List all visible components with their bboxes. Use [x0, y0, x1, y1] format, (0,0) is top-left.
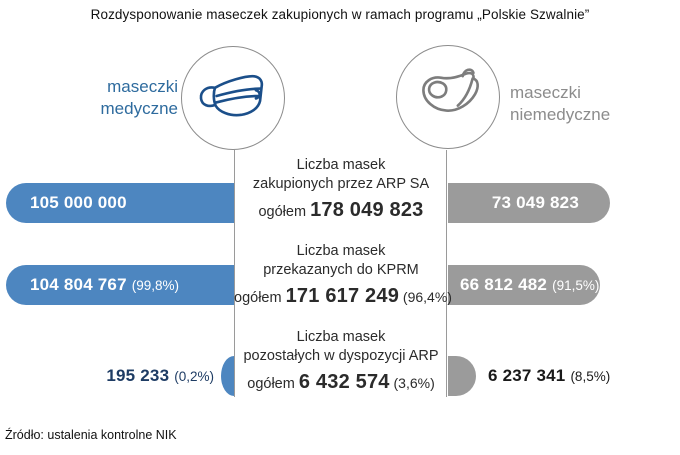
bar-nonmedical-transferred: 66 812 482 (91,5%) [448, 265, 600, 305]
total-prefix: ogółem [258, 204, 311, 220]
bar-nonmedical-remaining-label: 6 237 341 (8,5%) [488, 356, 610, 396]
legend-label-medical-line1: maseczki [107, 77, 178, 96]
total-block-purchased-value-line: ogółem 178 049 823 [234, 197, 448, 225]
total-block-remaining-line2: pozostałych w dyspozycji ARP [243, 348, 439, 364]
total-block-purchased: Liczba masek zakupionych przez ARP SA og… [234, 156, 448, 225]
bar-medical-transferred: 104 804 767 (99,8%) [6, 265, 234, 305]
source-note: Źródło: ustalenia kontrolne NIK [5, 428, 177, 442]
bar-value: 6 237 341 [488, 366, 566, 385]
total-value: 171 617 249 [285, 285, 400, 307]
nonmedical-mask-icon [407, 54, 489, 141]
total-block-transferred-value-line: ogółem 171 617 249 (96,4%) [234, 283, 452, 311]
bar-percent: (8,5%) [570, 368, 611, 384]
bar-percent: (99,8%) [131, 277, 180, 293]
legend-label-nonmedical: maseczki niemedyczne [510, 82, 670, 126]
total-block-transferred-line1: Liczba masek [296, 243, 386, 259]
total-value: 6 432 574 [298, 371, 390, 393]
bar-medical-purchased: 105 000 000 [6, 183, 234, 223]
total-value: 178 049 823 [310, 199, 424, 221]
nonmedical-mask-badge [396, 45, 500, 149]
bar-value: 195 233 [106, 366, 170, 385]
bar-medical-remaining [221, 356, 234, 396]
bar-nonmedical-remaining [448, 356, 476, 396]
total-block-transferred-line2: przekazanych do KPRM [263, 262, 419, 278]
bar-percent: (0,2%) [174, 368, 214, 384]
bar-medical-remaining-label: 195 233 (0,2%) [0, 356, 214, 396]
total-block-remaining: Liczba masek pozostałych w dyspozycji AR… [234, 328, 448, 397]
legend-label-nonmedical-line2: niemedyczne [510, 105, 611, 124]
total-prefix: ogółem [247, 376, 299, 392]
page-title: Rozdysponowanie maseczek zakupionych w r… [90, 7, 590, 22]
bar-nonmedical-purchased: 73 049 823 [448, 183, 610, 223]
bar-value: 73 049 823 [491, 193, 579, 212]
total-block-remaining-line1: Liczba masek [296, 329, 386, 345]
bar-value: 105 000 000 [30, 193, 127, 212]
total-block-transferred: Liczba masek przekazanych do KPRM ogółem… [234, 242, 452, 311]
center-panel [234, 150, 447, 397]
total-block-purchased-line2: zakupionych przez ARP SA [252, 176, 430, 192]
legend-label-medical-line2: medyczne [100, 99, 178, 118]
legend-label-nonmedical-line1: maseczki [510, 83, 581, 102]
legend-label-medical: maseczki medyczne [20, 76, 178, 120]
medical-mask-icon [192, 55, 274, 142]
bar-value: 104 804 767 [30, 275, 127, 294]
total-block-remaining-value-line: ogółem 6 432 574 (3,6%) [234, 369, 448, 397]
medical-mask-badge [181, 46, 285, 150]
total-percent: (3,6%) [389, 375, 435, 391]
bar-percent: (91,5%) [552, 277, 600, 293]
total-block-purchased-line1: Liczba masek [296, 157, 386, 173]
bar-value: 66 812 482 [460, 275, 548, 294]
total-percent: (96,4%) [399, 289, 452, 305]
total-prefix: ogółem [234, 290, 286, 306]
